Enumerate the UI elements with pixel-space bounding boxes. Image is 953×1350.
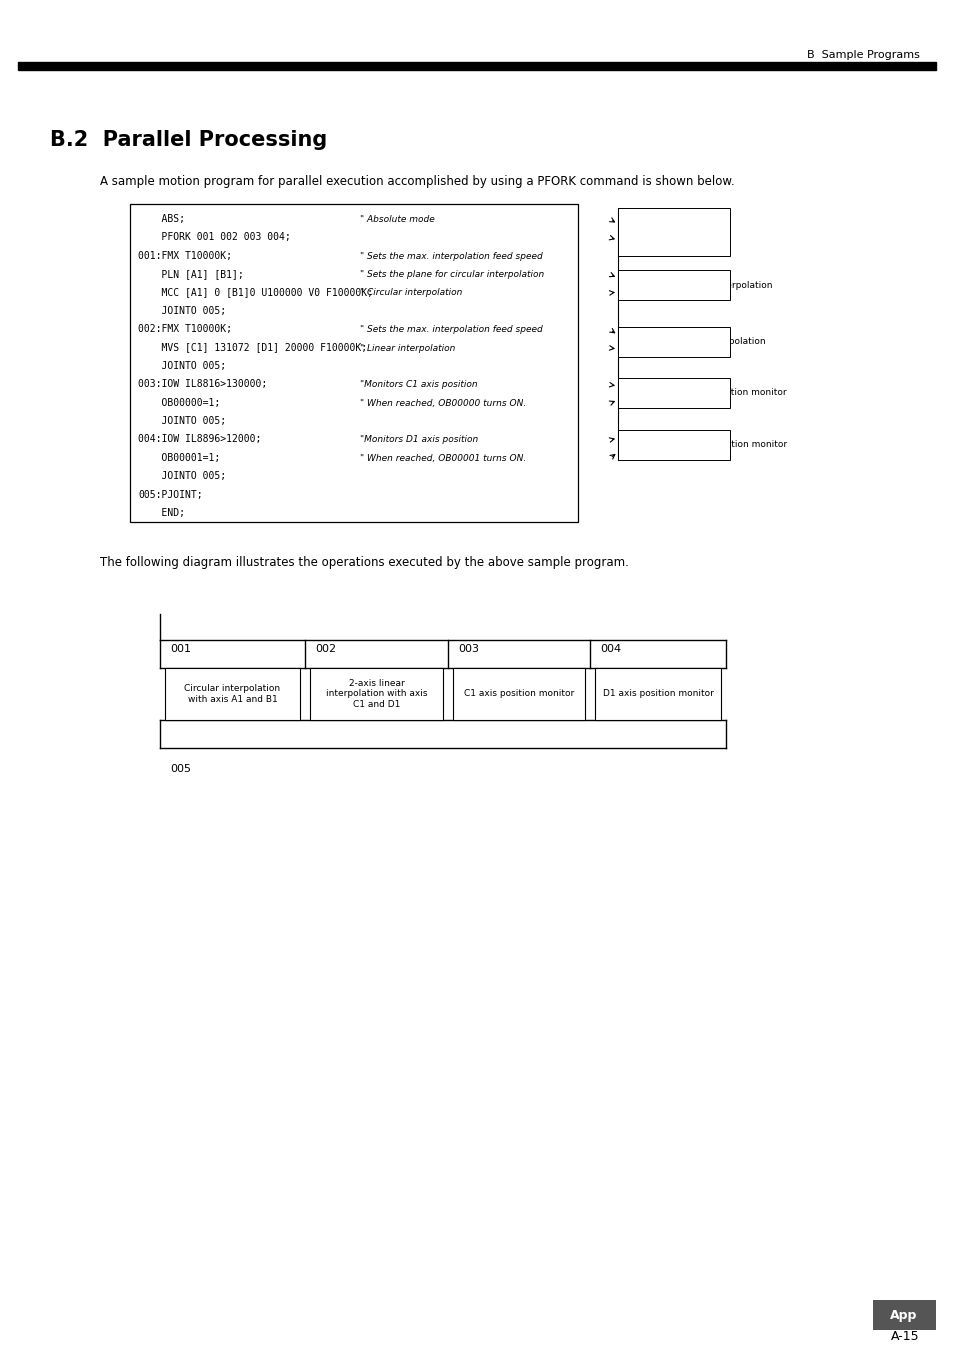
- Text: The following diagram illustrates the operations executed by the above sample pr: The following diagram illustrates the op…: [100, 556, 628, 568]
- Text: END;: END;: [138, 508, 185, 518]
- Text: Starts parallel
processing: Starts parallel processing: [623, 223, 687, 242]
- Text: Program 4: D1 axis position monitor: Program 4: D1 axis position monitor: [623, 440, 786, 450]
- Text: 004: 004: [599, 644, 620, 653]
- Text: " Circular interpolation: " Circular interpolation: [359, 289, 462, 297]
- Text: MVS [C1] 131072 [D1] 20000 F10000K;: MVS [C1] 131072 [D1] 20000 F10000K;: [138, 343, 367, 352]
- Bar: [453, 668, 584, 720]
- Text: JOINTO 005;: JOINTO 005;: [138, 471, 226, 481]
- Text: MCC [A1] 0 [B1]0 U100000 V0 F10000K;: MCC [A1] 0 [B1]0 U100000 V0 F10000K;: [138, 288, 373, 297]
- Text: " When reached, OB00001 turns ON.: " When reached, OB00001 turns ON.: [359, 454, 526, 463]
- Text: JOINTO 005;: JOINTO 005;: [138, 305, 226, 316]
- Bar: [618, 270, 729, 300]
- Bar: [618, 327, 729, 356]
- Text: PLN [A1] [B1];: PLN [A1] [B1];: [138, 269, 244, 279]
- Text: C1 axis position monitor: C1 axis position monitor: [463, 690, 574, 698]
- Text: B  Sample Programs: B Sample Programs: [806, 50, 919, 59]
- Text: 002:FMX T10000K;: 002:FMX T10000K;: [138, 324, 232, 335]
- Bar: [310, 668, 442, 720]
- Text: ABS;: ABS;: [138, 213, 185, 224]
- Text: B.2  Parallel Processing: B.2 Parallel Processing: [50, 130, 327, 150]
- Text: A-15: A-15: [890, 1330, 919, 1343]
- Text: 001: 001: [170, 644, 191, 653]
- Bar: [618, 208, 729, 256]
- Text: Program 1: Circular interpolation: Program 1: Circular interpolation: [623, 281, 772, 289]
- Bar: [618, 378, 729, 408]
- Text: PFORK 001 002 003 004;: PFORK 001 002 003 004;: [138, 232, 291, 242]
- Text: 004:IOW IL8896>12000;: 004:IOW IL8896>12000;: [138, 435, 261, 444]
- Text: "Monitors C1 axis position: "Monitors C1 axis position: [359, 381, 477, 389]
- Text: A sample motion program for parallel execution accomplished by using a PFORK com: A sample motion program for parallel exe…: [100, 176, 734, 188]
- Text: Program 3: C1 axis position monitor: Program 3: C1 axis position monitor: [623, 389, 786, 397]
- Text: "Monitors D1 axis position: "Monitors D1 axis position: [359, 436, 477, 444]
- Text: JOINTO 005;: JOINTO 005;: [138, 360, 226, 371]
- Text: " Sets the max. interpolation feed speed: " Sets the max. interpolation feed speed: [359, 251, 542, 261]
- Text: OB00001=1;: OB00001=1;: [138, 452, 220, 463]
- Text: JOINTO 005;: JOINTO 005;: [138, 416, 226, 427]
- Text: " When reached, OB00000 turns ON.: " When reached, OB00000 turns ON.: [359, 398, 526, 408]
- Text: Circular interpolation
with axis A1 and B1: Circular interpolation with axis A1 and …: [184, 684, 280, 703]
- Text: OB00000=1;: OB00000=1;: [138, 398, 220, 408]
- Text: 005:PJOINT;: 005:PJOINT;: [138, 490, 202, 500]
- Text: 001:FMX T10000K;: 001:FMX T10000K;: [138, 251, 232, 261]
- Text: 003: 003: [457, 644, 478, 653]
- Text: 2-axis linear
interpolation with axis
C1 and D1: 2-axis linear interpolation with axis C1…: [325, 679, 427, 709]
- Text: 003:IOW IL8816>130000;: 003:IOW IL8816>130000;: [138, 379, 267, 389]
- Text: 002: 002: [314, 644, 335, 653]
- Text: " Sets the max. interpolation feed speed: " Sets the max. interpolation feed speed: [359, 325, 542, 335]
- Text: D1 axis position monitor: D1 axis position monitor: [602, 690, 713, 698]
- Bar: [165, 668, 299, 720]
- Text: App: App: [889, 1308, 917, 1322]
- Text: " Absolute mode: " Absolute mode: [359, 215, 435, 224]
- Bar: [18, 62, 935, 70]
- Text: Program 2: Linear interpolation: Program 2: Linear interpolation: [623, 338, 765, 347]
- Bar: [130, 204, 578, 522]
- Bar: [872, 1300, 935, 1330]
- Text: " Linear interpolation: " Linear interpolation: [359, 343, 455, 352]
- Bar: [595, 668, 720, 720]
- Text: 005: 005: [170, 764, 191, 774]
- Text: " Sets the plane for circular interpolation: " Sets the plane for circular interpolat…: [359, 270, 543, 279]
- Bar: [618, 431, 729, 460]
